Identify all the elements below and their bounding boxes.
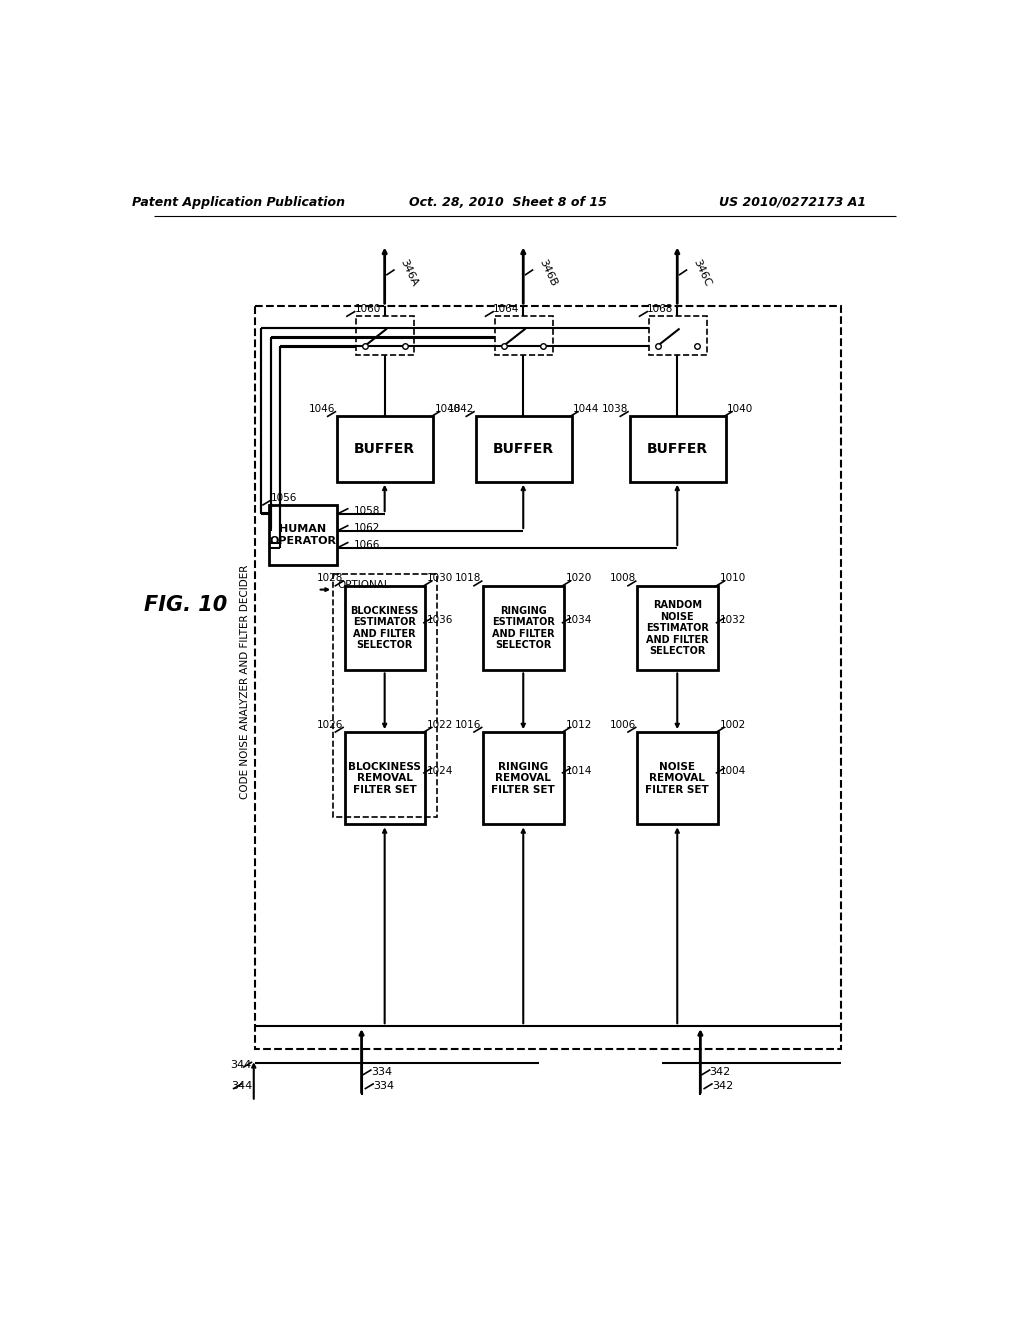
Bar: [269, 506, 337, 565]
Text: 1012: 1012: [565, 719, 592, 730]
Bar: [637, 733, 718, 825]
Text: 1028: 1028: [316, 573, 343, 583]
Text: 1006: 1006: [609, 719, 636, 730]
Bar: [649, 317, 707, 355]
Text: BUFFER: BUFFER: [354, 442, 415, 455]
Text: 1060: 1060: [354, 304, 381, 314]
Bar: [475, 416, 571, 482]
Text: 1056: 1056: [270, 492, 297, 503]
Bar: [630, 416, 726, 482]
Bar: [345, 586, 425, 671]
Text: RANDOM
NOISE
ESTIMATOR
AND FILTER
SELECTOR: RANDOM NOISE ESTIMATOR AND FILTER SELECT…: [646, 599, 709, 656]
Bar: [483, 733, 564, 825]
Text: 1068: 1068: [647, 304, 674, 314]
Text: 1048: 1048: [435, 404, 461, 414]
Text: Oct. 28, 2010  Sheet 8 of 15: Oct. 28, 2010 Sheet 8 of 15: [409, 195, 607, 209]
Text: 1002: 1002: [720, 719, 745, 730]
Text: BLOCKINESS
REMOVAL
FILTER SET: BLOCKINESS REMOVAL FILTER SET: [348, 762, 421, 795]
Text: 1042: 1042: [447, 404, 474, 414]
Text: 1032: 1032: [720, 615, 746, 626]
Text: 346B: 346B: [538, 257, 558, 288]
Text: RINGING
ESTIMATOR
AND FILTER
SELECTOR: RINGING ESTIMATOR AND FILTER SELECTOR: [492, 606, 555, 651]
Bar: [345, 733, 425, 825]
Bar: [356, 317, 414, 355]
Bar: [483, 586, 564, 671]
Text: OPTIONAL: OPTIONAL: [337, 581, 389, 590]
Bar: [637, 586, 718, 671]
Text: 334: 334: [371, 1068, 392, 1077]
Text: 346A: 346A: [398, 257, 420, 288]
Text: 344: 344: [230, 1081, 252, 1092]
Text: 1020: 1020: [565, 573, 592, 583]
Text: 1024: 1024: [427, 766, 454, 776]
Text: Patent Application Publication: Patent Application Publication: [132, 195, 345, 209]
Text: 1040: 1040: [727, 404, 754, 414]
Bar: [495, 317, 553, 355]
Text: 346C: 346C: [691, 257, 713, 288]
Bar: [337, 416, 433, 482]
Text: HUMAN
OPERATOR: HUMAN OPERATOR: [269, 524, 337, 545]
Text: RINGING
REMOVAL
FILTER SET: RINGING REMOVAL FILTER SET: [492, 762, 555, 795]
Text: BUFFER: BUFFER: [647, 442, 708, 455]
Text: 1010: 1010: [720, 573, 745, 583]
Text: 1004: 1004: [720, 766, 745, 776]
Text: BUFFER: BUFFER: [493, 442, 554, 455]
Bar: [333, 574, 437, 817]
Text: 1026: 1026: [316, 719, 343, 730]
Text: 1018: 1018: [456, 573, 481, 583]
Text: 1030: 1030: [427, 573, 454, 583]
Text: US 2010/0272173 A1: US 2010/0272173 A1: [719, 195, 866, 209]
Text: CODE NOISE ANALYZER AND FILTER DECIDER: CODE NOISE ANALYZER AND FILTER DECIDER: [240, 565, 250, 799]
Text: NOISE
REMOVAL
FILTER SET: NOISE REMOVAL FILTER SET: [645, 762, 710, 795]
Text: 1034: 1034: [565, 615, 592, 626]
Bar: [255, 306, 841, 1049]
Text: 1016: 1016: [456, 719, 481, 730]
Text: 1022: 1022: [427, 719, 454, 730]
Text: 342: 342: [712, 1081, 733, 1092]
Text: 1044: 1044: [573, 404, 600, 414]
Text: 334: 334: [373, 1081, 394, 1092]
Text: 1046: 1046: [309, 404, 336, 414]
Text: FIG. 10: FIG. 10: [144, 595, 227, 615]
Text: 344: 344: [230, 1060, 252, 1069]
Text: 1062: 1062: [354, 523, 380, 533]
Text: 1064: 1064: [494, 304, 519, 314]
Text: 342: 342: [710, 1068, 731, 1077]
Text: BLOCKINESS
ESTIMATOR
AND FILTER
SELECTOR: BLOCKINESS ESTIMATOR AND FILTER SELECTOR: [350, 606, 419, 651]
Text: 1008: 1008: [609, 573, 636, 583]
Text: 1014: 1014: [565, 766, 592, 776]
Text: 1036: 1036: [427, 615, 454, 626]
Text: 1058: 1058: [354, 506, 380, 516]
Text: 1038: 1038: [602, 404, 628, 414]
Text: 1066: 1066: [354, 540, 380, 550]
